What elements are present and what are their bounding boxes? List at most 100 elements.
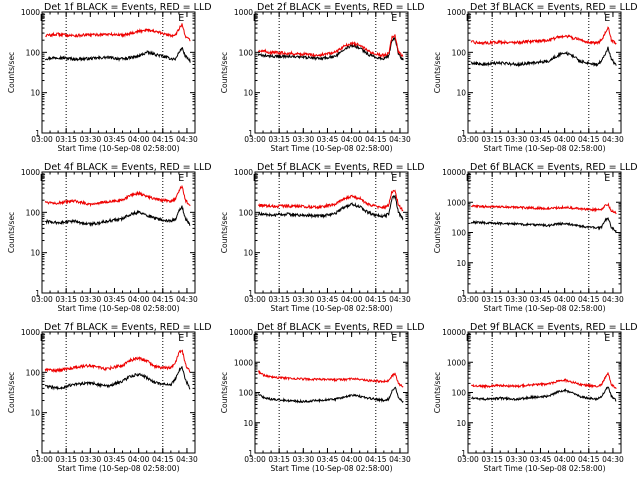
panel-title: Det 2f BLACK = Events, RED = LLD — [257, 2, 425, 13]
lld-series-line — [257, 369, 404, 388]
events-series-line — [470, 217, 617, 234]
y-tick-label: 10 — [30, 89, 40, 98]
events-series-line — [257, 194, 404, 221]
x-tick-label: 03:45 — [104, 135, 126, 144]
x-tick-label: 04:00 — [554, 135, 576, 144]
y-axis-label: Counts/sec — [7, 52, 16, 93]
x-tick-label: 04:30 — [602, 455, 624, 464]
y-tick-label: 10 — [30, 249, 40, 258]
panel-title: Det 8f BLACK = Events, RED = LLD — [257, 322, 425, 333]
y-tick-label: 100 — [26, 368, 41, 377]
panel-title: Det 9f BLACK = Events, RED = LLD — [470, 322, 638, 333]
y-axis-label: Counts/sec — [220, 212, 229, 253]
y-tick-label: 1 — [248, 449, 253, 458]
x-tick-label: 03:15 — [481, 455, 503, 464]
y-tick-label: 10000 — [442, 168, 466, 177]
x-tick-label: 03:15 — [55, 295, 77, 304]
y-tick-label: 100 — [452, 389, 467, 398]
x-axis-label: Start Time (10-Sep-08 02:58:00) — [58, 464, 180, 473]
y-tick-label: 10 — [243, 419, 253, 428]
plot-frame — [254, 11, 409, 134]
x-tick-label: 04:00 — [341, 135, 363, 144]
x-tick-label: 03:30 — [506, 455, 528, 464]
x-tick-label: 03:45 — [104, 295, 126, 304]
plot-frame — [467, 331, 622, 454]
x-tick-label: 03:15 — [55, 455, 77, 464]
y-tick-label: 100 — [26, 48, 41, 57]
detector-panel-3: Det 3f BLACK = Events, RED = LLDEE110100… — [433, 2, 638, 153]
event-marker: E — [604, 13, 610, 24]
x-tick-label: 03:00 — [244, 295, 266, 304]
lld-series-line — [44, 349, 191, 374]
y-tick-label: 100 — [239, 389, 254, 398]
x-axis-label: Start Time (10-Sep-08 02:58:00) — [271, 144, 393, 153]
x-tick-label: 03:15 — [481, 295, 503, 304]
x-tick-label: 03:30 — [506, 135, 528, 144]
lld-series-line — [470, 26, 617, 46]
x-tick-label: 03:00 — [457, 295, 479, 304]
y-tick-label: 1000 — [447, 8, 466, 17]
x-tick-label: 03:15 — [55, 135, 77, 144]
x-tick-label: 04:30 — [389, 295, 411, 304]
events-series-line — [45, 205, 191, 227]
x-tick-label: 03:00 — [31, 295, 53, 304]
x-tick-label: 03:45 — [317, 135, 339, 144]
x-tick-label: 04:30 — [176, 455, 198, 464]
lld-series-line — [470, 202, 617, 215]
x-axis-label: Start Time (10-Sep-08 02:58:00) — [484, 144, 606, 153]
event-marker: E — [604, 173, 610, 184]
x-tick-label: 03:00 — [244, 455, 266, 464]
x-tick-label: 03:30 — [293, 455, 315, 464]
x-axis-label: Start Time (10-Sep-08 02:58:00) — [58, 304, 180, 313]
y-tick-label: 100 — [452, 229, 467, 238]
y-tick-label: 1 — [248, 289, 253, 298]
x-tick-label: 03:00 — [31, 135, 53, 144]
x-tick-label: 04:30 — [602, 135, 624, 144]
x-tick-label: 04:30 — [176, 295, 198, 304]
lld-series-line — [471, 372, 617, 390]
y-axis-label: Counts/sec — [433, 212, 442, 253]
x-tick-label: 04:15 — [152, 455, 174, 464]
y-tick-label: 10 — [456, 259, 466, 268]
x-tick-label: 03:15 — [268, 455, 290, 464]
y-tick-label: 1 — [35, 289, 40, 298]
y-tick-label: 10000 — [442, 328, 466, 337]
y-tick-label: 10 — [456, 419, 466, 428]
x-tick-label: 03:00 — [31, 455, 53, 464]
x-tick-label: 03:00 — [244, 135, 266, 144]
y-tick-label: 1 — [461, 289, 466, 298]
panel-title: Det 5f BLACK = Events, RED = LLD — [257, 162, 425, 173]
x-tick-label: 03:45 — [530, 135, 552, 144]
x-tick-label: 03:30 — [506, 295, 528, 304]
x-tick-label: 04:00 — [554, 455, 576, 464]
event-marker: E — [391, 173, 397, 184]
x-axis-label: Start Time (10-Sep-08 02:58:00) — [484, 304, 606, 313]
x-tick-label: 03:30 — [80, 135, 102, 144]
y-tick-label: 1000 — [234, 358, 253, 367]
x-tick-label: 04:00 — [128, 455, 150, 464]
event-marker: E — [178, 333, 184, 344]
lld-series-line — [44, 184, 191, 208]
panel-title: Det 3f BLACK = Events, RED = LLD — [470, 2, 638, 13]
y-axis-label: Counts/sec — [220, 372, 229, 413]
x-tick-label: 03:45 — [317, 455, 339, 464]
x-tick-label: 04:30 — [176, 135, 198, 144]
event-marker: E — [178, 13, 184, 24]
detector-panel-1: Det 1f BLACK = Events, RED = LLDEE110100… — [7, 2, 212, 153]
y-tick-label: 1 — [248, 129, 253, 138]
x-tick-label: 03:45 — [104, 455, 126, 464]
x-tick-label: 04:15 — [578, 135, 600, 144]
y-tick-label: 1000 — [447, 358, 466, 367]
events-series-line — [44, 366, 191, 391]
events-series-line — [44, 47, 191, 63]
x-tick-label: 03:30 — [80, 455, 102, 464]
events-series-line — [257, 36, 404, 62]
lld-series-line — [45, 23, 191, 42]
x-axis-label: Start Time (10-Sep-08 02:58:00) — [271, 304, 393, 313]
plot-frame — [254, 331, 409, 454]
x-tick-label: 04:15 — [365, 135, 387, 144]
